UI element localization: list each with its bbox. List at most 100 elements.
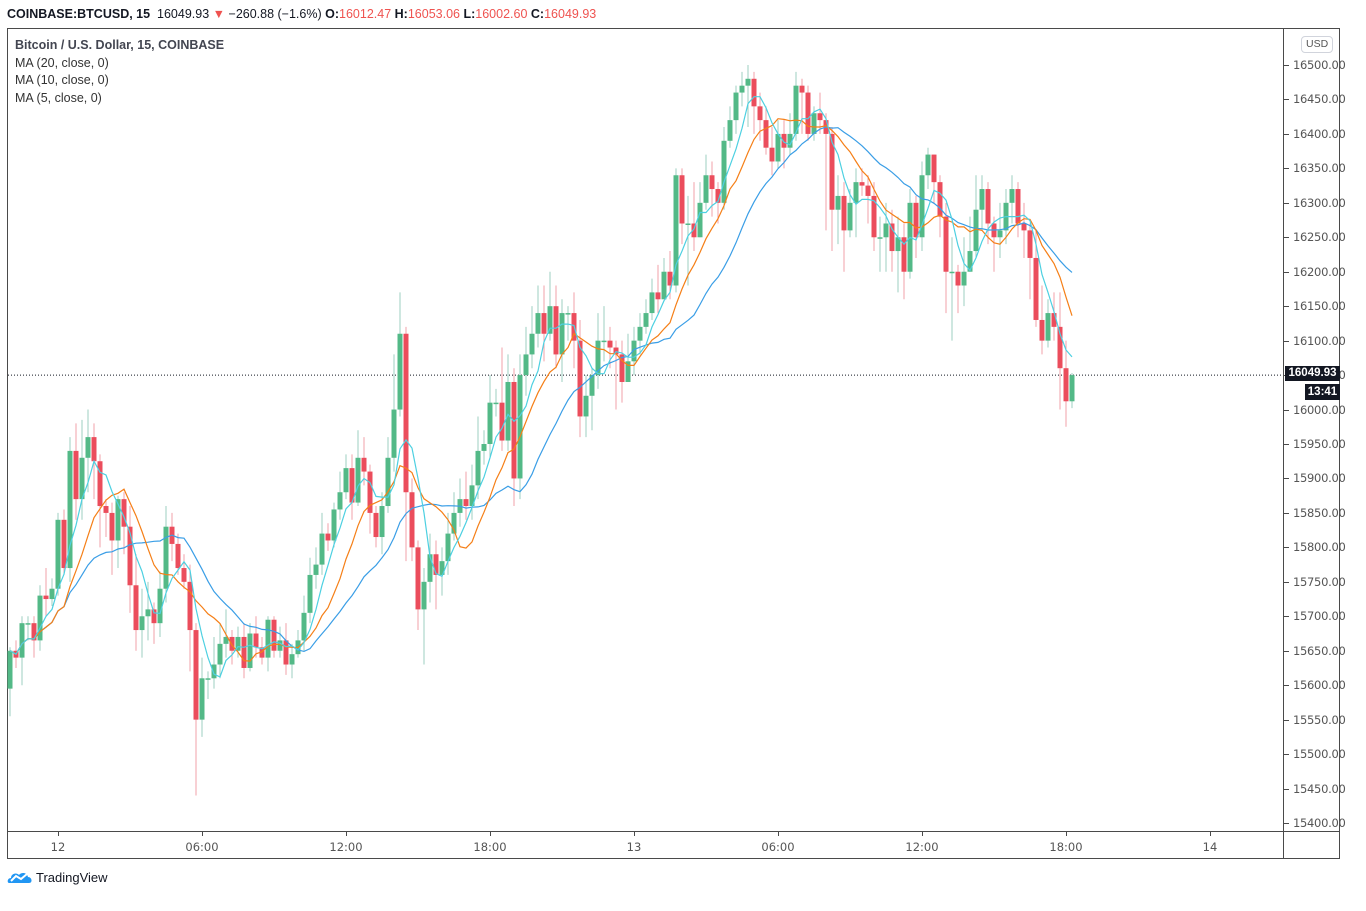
legend-ma20[interactable]: MA (20, close, 0) [15,55,109,70]
candle[interactable] [499,347,505,451]
candle[interactable] [913,195,919,258]
candle[interactable] [757,92,763,141]
candle[interactable] [511,368,517,507]
candle[interactable] [79,419,85,520]
candle[interactable] [73,423,79,520]
candle[interactable] [919,161,925,252]
candle[interactable] [829,127,835,252]
candle[interactable] [211,636,217,689]
candle[interactable] [19,616,25,686]
candle[interactable] [781,120,787,169]
candle[interactable] [265,616,271,672]
candle[interactable] [745,65,751,128]
candle[interactable] [115,495,121,569]
candle[interactable] [973,175,979,258]
candle[interactable] [433,540,439,610]
candle[interactable] [565,306,571,341]
candle[interactable] [631,326,637,376]
candle[interactable] [247,623,253,672]
candle[interactable] [145,581,151,641]
candle[interactable] [907,189,913,279]
candle[interactable] [445,512,451,575]
candle[interactable] [601,306,607,362]
candle[interactable] [217,623,223,679]
candle[interactable] [61,509,67,575]
candle[interactable] [331,502,337,548]
candle[interactable] [769,127,775,176]
candle[interactable] [307,557,313,624]
candle[interactable] [517,354,523,500]
candle[interactable] [523,326,529,396]
candle[interactable] [349,454,355,520]
candle[interactable] [229,630,235,665]
tradingview-brand[interactable]: TradingView [7,869,108,885]
candle[interactable] [1027,223,1033,300]
candle[interactable] [1039,285,1045,355]
candle[interactable] [787,113,793,155]
candle[interactable] [751,71,757,134]
candle[interactable] [559,299,565,382]
candle[interactable] [1057,292,1063,410]
candle[interactable] [181,554,187,589]
candle[interactable] [313,547,319,589]
candle[interactable] [955,264,961,314]
candle[interactable] [121,492,127,555]
candle[interactable] [691,182,697,252]
candle[interactable] [589,368,595,431]
candle[interactable] [475,416,481,500]
candle[interactable] [679,168,685,245]
candle[interactable] [415,540,421,631]
candle[interactable] [193,623,199,796]
candle[interactable] [361,437,367,486]
candle[interactable] [889,209,895,272]
candle[interactable] [379,492,385,555]
candle[interactable] [673,168,679,293]
candle[interactable] [283,623,289,675]
candle[interactable] [661,257,667,300]
candle[interactable] [1021,202,1027,258]
candle[interactable] [1051,292,1057,341]
candle[interactable] [481,430,487,465]
candle[interactable] [841,182,847,272]
candle[interactable] [1069,373,1075,409]
candle[interactable] [127,506,133,613]
candle[interactable] [157,571,163,637]
candle[interactable] [391,354,397,472]
candle[interactable] [931,154,937,203]
candle[interactable] [421,568,427,665]
candle[interactable] [169,512,175,562]
candle[interactable] [163,506,169,603]
candle[interactable] [259,636,265,665]
candle[interactable] [643,299,649,334]
candle[interactable] [553,285,559,369]
candle[interactable] [1015,182,1021,238]
candle[interactable] [1063,340,1069,427]
candle[interactable] [547,271,553,341]
candle[interactable] [355,430,361,507]
candle[interactable] [175,533,181,575]
candle[interactable] [979,175,985,231]
candle[interactable] [277,626,283,658]
candle[interactable] [577,319,583,438]
candle[interactable] [97,454,103,548]
candle[interactable] [595,313,601,389]
candle[interactable] [739,71,745,107]
legend-ma5[interactable]: MA (5, close, 0) [15,90,102,105]
candle[interactable] [187,564,193,672]
candle[interactable] [697,182,703,238]
candle[interactable] [43,568,49,617]
candle[interactable] [151,602,157,644]
candle[interactable] [835,175,841,245]
candle[interactable] [463,471,469,520]
candle[interactable] [529,306,535,369]
candle[interactable] [997,202,1003,258]
candle[interactable] [703,154,709,210]
candle[interactable] [451,492,457,541]
candle[interactable] [943,202,949,314]
candle[interactable] [37,585,43,651]
candle[interactable] [253,616,259,658]
candle[interactable] [199,657,205,737]
candle[interactable] [895,216,901,293]
candle[interactable] [337,471,343,520]
